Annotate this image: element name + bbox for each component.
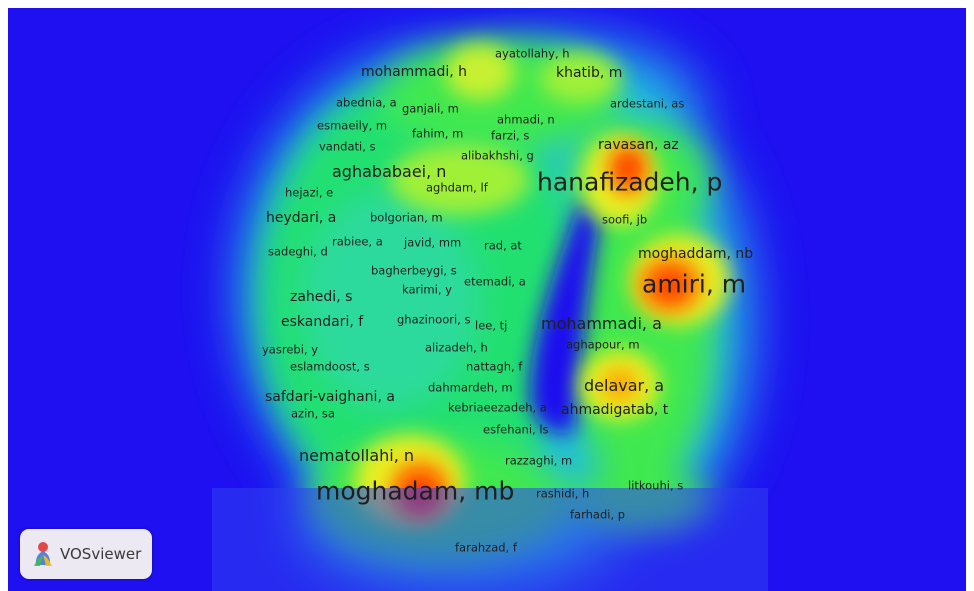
node-label[interactable]: alibakhshi, g: [461, 148, 534, 163]
node-label[interactable]: mohammadi, a: [541, 314, 662, 333]
node-label[interactable]: farzi, s: [491, 128, 530, 143]
node-label[interactable]: soofi, jb: [602, 212, 648, 227]
node-label[interactable]: fahim, m: [412, 126, 464, 141]
node-label[interactable]: hejazi, e: [285, 185, 334, 200]
node-label[interactable]: esfehani, ls: [483, 422, 549, 437]
node-label[interactable]: eslamdoost, s: [290, 359, 370, 374]
node-label[interactable]: farahzad, f: [455, 540, 517, 555]
node-label[interactable]: javid, mm: [404, 235, 462, 250]
node-label[interactable]: farhadi, p: [570, 507, 626, 522]
node-label[interactable]: delavar, a: [584, 376, 665, 395]
node-label[interactable]: ghazinoori, s: [397, 312, 471, 327]
node-label[interactable]: alizadeh, h: [425, 340, 488, 355]
node-label[interactable]: moghaddam, nb: [638, 246, 754, 262]
overlay-panel: [212, 488, 768, 591]
vosviewer-label: VOSviewer: [60, 545, 142, 563]
node-label[interactable]: heydari, a: [266, 210, 337, 226]
node-label[interactable]: safdari-vaighani, a: [265, 389, 395, 405]
node-label[interactable]: litkouhi, s: [628, 478, 684, 493]
node-label[interactable]: amiri, m: [642, 269, 747, 299]
node-label[interactable]: bagherbeygi, s: [371, 263, 457, 278]
node-label[interactable]: lee, tj: [475, 318, 508, 333]
node-label[interactable]: ayatollahy, h: [495, 46, 570, 61]
node-label[interactable]: kebriaeezadeh, a: [448, 400, 547, 415]
node-label[interactable]: razzaghi, m: [505, 453, 573, 468]
vosviewer-logo-icon: [34, 542, 52, 566]
node-label[interactable]: moghadam, mb: [316, 476, 515, 506]
node-label[interactable]: azin, sa: [291, 406, 335, 421]
node-label[interactable]: khatib, m: [556, 65, 623, 81]
node-label[interactable]: nematollahi, n: [299, 446, 415, 465]
node-label[interactable]: karimi, y: [402, 282, 452, 297]
node-label[interactable]: ahmadi, n: [497, 112, 555, 127]
vosviewer-badge[interactable]: VOSviewer: [20, 529, 152, 579]
node-label[interactable]: ravasan, az: [598, 137, 679, 153]
node-label[interactable]: vandati, s: [319, 139, 376, 154]
node-label[interactable]: hanafizadeh, p: [537, 167, 723, 197]
node-label[interactable]: ardestani, as: [610, 96, 685, 111]
node-label[interactable]: aghapour, m: [566, 337, 640, 352]
node-label[interactable]: zahedi, s: [290, 289, 353, 305]
node-label[interactable]: rabiee, a: [332, 234, 383, 249]
node-label[interactable]: nattagh, f: [466, 359, 523, 374]
node-label[interactable]: dahmardeh, m: [428, 380, 513, 395]
node-label[interactable]: yasrebi, y: [262, 342, 319, 357]
node-label[interactable]: abednia, a: [336, 95, 397, 110]
node-label[interactable]: aghababaei, n: [332, 162, 447, 181]
node-label[interactable]: sadeghi, d: [268, 244, 328, 259]
node-label[interactable]: rad, at: [484, 238, 522, 253]
node-label[interactable]: rashidi, h: [536, 486, 590, 501]
node-label[interactable]: bolgorian, m: [370, 210, 443, 225]
node-label[interactable]: etemadi, a: [464, 274, 526, 289]
node-label[interactable]: mohammadi, h: [361, 64, 468, 80]
node-label[interactable]: ganjali, m: [402, 101, 459, 116]
node-label[interactable]: aghdam, lf: [426, 180, 488, 195]
node-label[interactable]: eskandari, f: [281, 314, 364, 330]
node-label[interactable]: ahmadigatab, t: [561, 402, 669, 418]
node-label[interactable]: esmaeily, m: [317, 118, 388, 133]
